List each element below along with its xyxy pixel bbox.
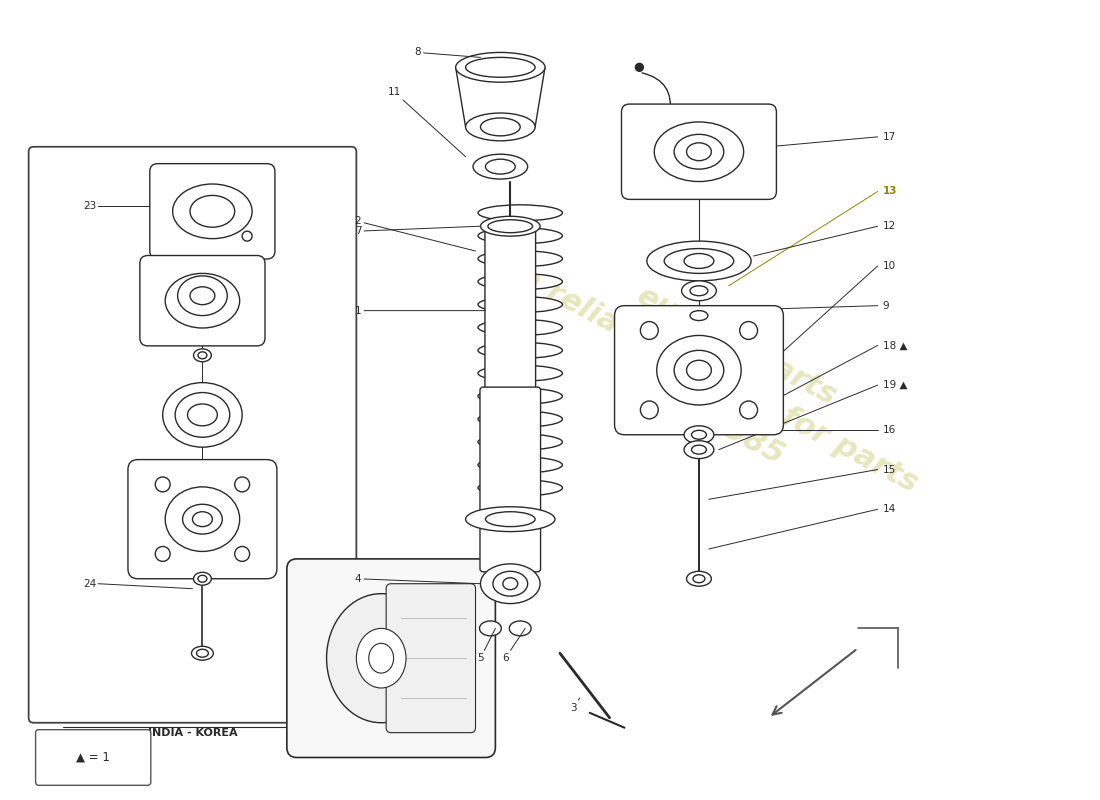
Ellipse shape xyxy=(503,578,518,590)
Ellipse shape xyxy=(692,445,706,454)
FancyBboxPatch shape xyxy=(128,459,277,578)
Ellipse shape xyxy=(327,594,436,722)
Ellipse shape xyxy=(690,286,708,296)
Text: ▲ = 1: ▲ = 1 xyxy=(76,751,110,764)
Text: 12: 12 xyxy=(882,222,895,231)
Ellipse shape xyxy=(481,118,520,136)
Text: 1: 1 xyxy=(354,306,485,316)
FancyBboxPatch shape xyxy=(621,104,777,199)
Text: 3: 3 xyxy=(570,698,580,713)
FancyBboxPatch shape xyxy=(480,387,540,572)
Ellipse shape xyxy=(647,241,751,281)
Text: 5: 5 xyxy=(477,629,495,663)
Ellipse shape xyxy=(485,159,515,174)
Ellipse shape xyxy=(465,506,556,531)
Ellipse shape xyxy=(197,650,208,658)
Ellipse shape xyxy=(481,564,540,603)
Ellipse shape xyxy=(234,477,250,492)
Ellipse shape xyxy=(198,352,207,358)
Ellipse shape xyxy=(640,322,658,339)
Ellipse shape xyxy=(684,441,714,458)
Ellipse shape xyxy=(242,231,252,241)
Ellipse shape xyxy=(682,281,716,301)
FancyBboxPatch shape xyxy=(386,584,475,733)
Ellipse shape xyxy=(686,571,712,586)
Text: 11: 11 xyxy=(388,87,465,157)
Ellipse shape xyxy=(194,349,211,362)
Ellipse shape xyxy=(198,575,207,582)
Ellipse shape xyxy=(465,58,535,78)
Text: 23: 23 xyxy=(84,202,97,211)
Ellipse shape xyxy=(191,646,213,660)
FancyBboxPatch shape xyxy=(140,255,265,346)
Ellipse shape xyxy=(686,360,712,380)
Ellipse shape xyxy=(465,113,535,141)
Text: 2: 2 xyxy=(354,216,475,251)
Ellipse shape xyxy=(356,629,406,688)
Text: INDIA - KOREA: INDIA - KOREA xyxy=(147,728,238,738)
Ellipse shape xyxy=(674,134,724,169)
FancyBboxPatch shape xyxy=(29,146,356,722)
Text: 4: 4 xyxy=(354,574,481,584)
FancyBboxPatch shape xyxy=(485,228,536,393)
FancyBboxPatch shape xyxy=(35,730,151,786)
Text: 13: 13 xyxy=(882,186,898,197)
FancyBboxPatch shape xyxy=(150,164,275,259)
Ellipse shape xyxy=(480,621,502,636)
Ellipse shape xyxy=(455,53,544,82)
Ellipse shape xyxy=(194,572,211,586)
Ellipse shape xyxy=(488,220,532,233)
Ellipse shape xyxy=(175,393,230,438)
Ellipse shape xyxy=(664,249,734,274)
Ellipse shape xyxy=(183,504,222,534)
Text: 18 ▲: 18 ▲ xyxy=(882,340,908,350)
Ellipse shape xyxy=(682,306,716,326)
Text: 15: 15 xyxy=(882,465,895,474)
Ellipse shape xyxy=(155,477,170,492)
Text: 10: 10 xyxy=(882,261,895,271)
Text: 9: 9 xyxy=(882,301,889,310)
Ellipse shape xyxy=(739,401,758,419)
Ellipse shape xyxy=(657,335,741,405)
Text: 14: 14 xyxy=(882,504,895,514)
Ellipse shape xyxy=(690,310,708,321)
Ellipse shape xyxy=(684,254,714,269)
Text: 7: 7 xyxy=(354,226,481,236)
Ellipse shape xyxy=(163,382,242,447)
Ellipse shape xyxy=(686,142,712,161)
Text: 16: 16 xyxy=(882,425,895,434)
FancyBboxPatch shape xyxy=(287,559,495,758)
Text: 17: 17 xyxy=(882,132,895,142)
Ellipse shape xyxy=(234,546,250,562)
Ellipse shape xyxy=(173,184,252,238)
Ellipse shape xyxy=(190,286,214,305)
Ellipse shape xyxy=(692,430,706,439)
Ellipse shape xyxy=(636,63,644,71)
Ellipse shape xyxy=(187,404,218,426)
Text: eurocarparts
a reliable source for parts
since 1985: eurocarparts a reliable source for parts… xyxy=(496,229,942,532)
Ellipse shape xyxy=(485,512,535,526)
Ellipse shape xyxy=(654,122,744,182)
Ellipse shape xyxy=(165,487,240,551)
Ellipse shape xyxy=(739,322,758,339)
Ellipse shape xyxy=(674,350,724,390)
Ellipse shape xyxy=(481,216,540,236)
Ellipse shape xyxy=(493,571,528,596)
Text: 24: 24 xyxy=(84,578,97,589)
Ellipse shape xyxy=(368,643,394,673)
Ellipse shape xyxy=(473,154,528,179)
FancyBboxPatch shape xyxy=(615,306,783,434)
Text: 6: 6 xyxy=(502,629,525,663)
Text: 19 ▲: 19 ▲ xyxy=(882,380,908,390)
Ellipse shape xyxy=(177,276,228,315)
Ellipse shape xyxy=(190,195,234,227)
Ellipse shape xyxy=(509,621,531,636)
Ellipse shape xyxy=(192,512,212,526)
Ellipse shape xyxy=(684,426,714,444)
Ellipse shape xyxy=(640,401,658,419)
Ellipse shape xyxy=(155,546,170,562)
Ellipse shape xyxy=(693,574,705,582)
Text: 8: 8 xyxy=(415,47,481,58)
Ellipse shape xyxy=(165,274,240,328)
